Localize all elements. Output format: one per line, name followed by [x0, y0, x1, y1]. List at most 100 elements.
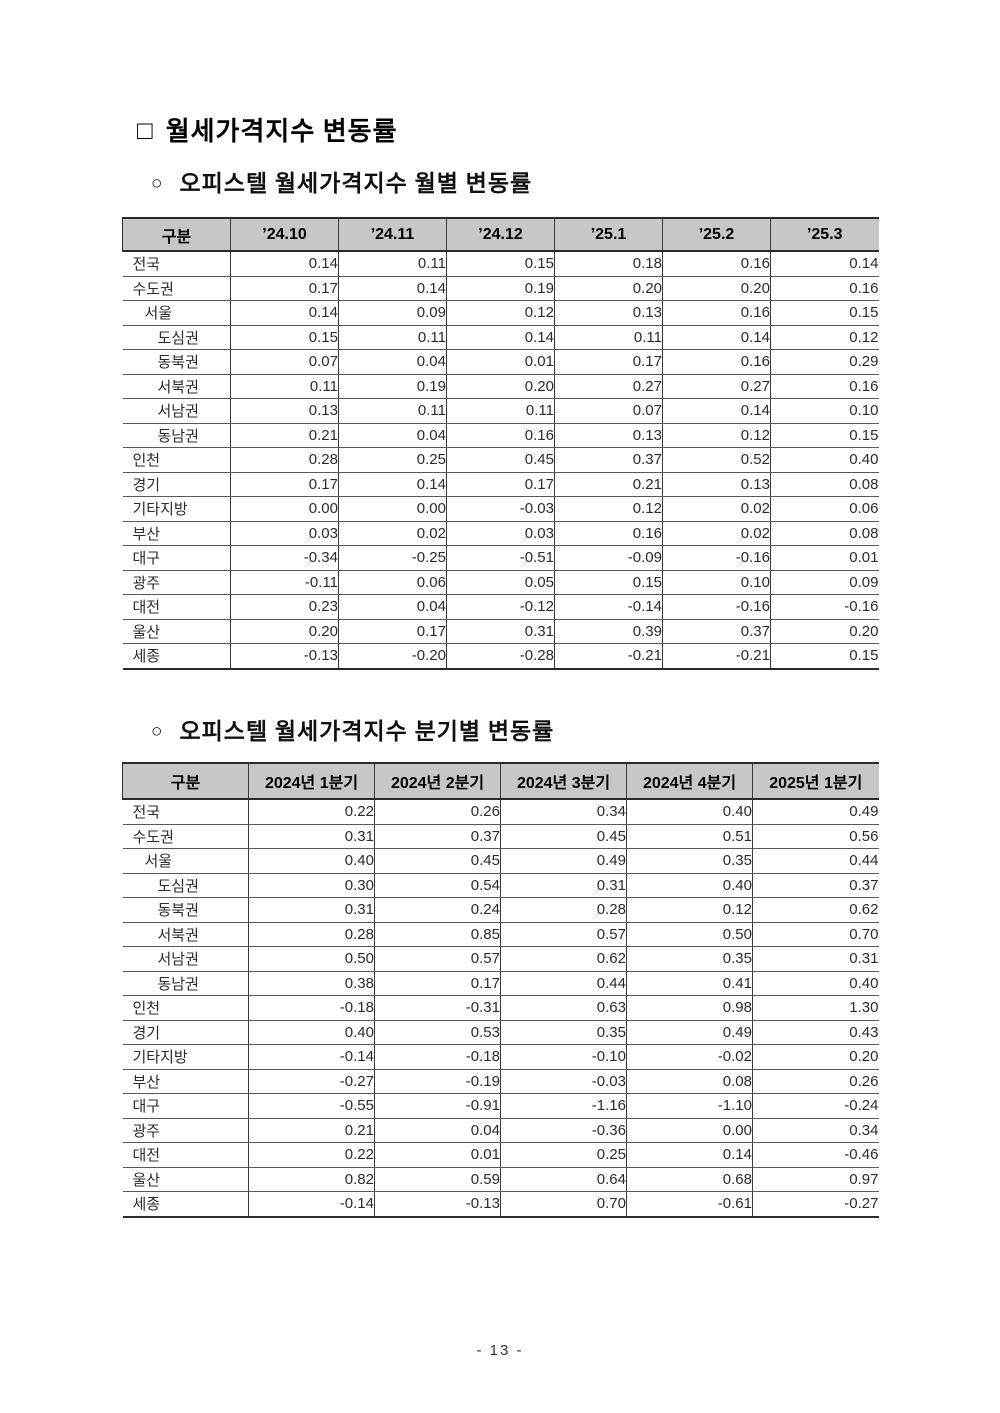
- value-cell: -1.16: [500, 1093, 627, 1119]
- row-label-cell: 울산: [122, 619, 231, 644]
- value-cell: 0.03: [230, 521, 339, 546]
- row-label-cell: 세종: [122, 643, 231, 670]
- header-row: 구분 2024년 1분기 2024년 2분기 2024년 3분기 2024년 4분기 20…: [122, 762, 879, 800]
- section-heading-text: 오피스텔 월세가격지수 월별 변동률: [179, 171, 533, 196]
- value-cell: 0.54: [374, 873, 501, 898]
- value-cell: 0.08: [770, 521, 879, 546]
- row-label-cell: 울산: [122, 1167, 249, 1192]
- header-row: 구분 ’24.10’24.11’24.12’25.1’25.2’25.3: [122, 217, 879, 252]
- value-cell: 0.13: [662, 472, 771, 497]
- value-cell: 0.15: [446, 251, 555, 277]
- value-cell: 0.12: [770, 325, 879, 350]
- value-cell: 0.07: [230, 349, 339, 375]
- section-heading-monthly: ○ 오피스텔 월세가격지수 월별 변동률: [151, 164, 532, 198]
- value-cell: 0.17: [554, 349, 663, 375]
- value-cell: 0.01: [770, 545, 879, 571]
- value-cell: 0.20: [662, 276, 771, 301]
- doc-title-text: 월세가격지수 변동률: [165, 117, 398, 146]
- value-cell: 0.21: [554, 472, 663, 497]
- value-cell: 0.16: [446, 423, 555, 448]
- value-cell: 0.49: [500, 848, 627, 874]
- value-cell: 0.82: [248, 1167, 375, 1192]
- value-cell: 0.12: [554, 496, 663, 522]
- value-cell: 0.19: [338, 374, 447, 399]
- value-cell: 0.08: [770, 472, 879, 497]
- monthly-change-table: 구분 ’24.10’24.11’24.12’25.1’25.2’25.3 전국 0.1…: [122, 217, 879, 670]
- value-cell: -0.03: [446, 496, 555, 522]
- value-cell: 0.97: [752, 1167, 879, 1192]
- table-row: 부산 0.03 0.02 0.03 0.16 0.02 0.08: [122, 521, 879, 546]
- value-cell: 0.07: [554, 398, 663, 424]
- value-cell: 0.15: [554, 570, 663, 595]
- value-cell: 0.06: [770, 496, 879, 522]
- value-cell: -0.18: [374, 1044, 501, 1070]
- value-cell: 0.15: [770, 643, 879, 670]
- row-label-cell: 인천: [122, 995, 249, 1021]
- table-row: 수도권 0.31 0.37 0.45 0.51 0.56: [122, 824, 879, 849]
- row-label-cell: 수도권: [122, 824, 249, 849]
- value-cell: 0.18: [554, 251, 663, 277]
- table-row: 서북권 0.11 0.19 0.20 0.27 0.27 0.16: [122, 374, 879, 399]
- value-cell: 0.00: [626, 1118, 753, 1143]
- page-number: - 13 -: [476, 1342, 524, 1359]
- value-cell: 0.27: [662, 374, 771, 399]
- row-label-cell: 인천: [122, 447, 231, 473]
- value-cell: 0.20: [446, 374, 555, 399]
- value-cell: 0.15: [230, 325, 339, 350]
- value-cell: -1.10: [626, 1093, 753, 1119]
- value-cell: 0.40: [770, 447, 879, 473]
- table-row: 서북권 0.28 0.85 0.57 0.50 0.70: [122, 922, 879, 947]
- row-label-cell: 세종: [122, 1191, 249, 1218]
- value-cell: 0.16: [770, 276, 879, 301]
- value-cell: 0.57: [500, 922, 627, 947]
- value-cell: 0.16: [554, 521, 663, 546]
- value-cell: 0.16: [662, 251, 771, 277]
- value-cell: 0.85: [374, 922, 501, 947]
- square-bullet-icon: □: [137, 116, 154, 145]
- value-cell: 0.37: [662, 619, 771, 644]
- value-cell: 0.05: [446, 570, 555, 595]
- table-row: 울산 0.20 0.17 0.31 0.39 0.37 0.20: [122, 619, 879, 644]
- value-cell: 0.62: [500, 946, 627, 972]
- value-cell: 0.14: [770, 251, 879, 277]
- value-cell: 0.08: [626, 1069, 753, 1094]
- value-cell: 0.70: [500, 1191, 627, 1218]
- value-cell: 0.16: [662, 349, 771, 375]
- value-cell: 0.37: [554, 447, 663, 473]
- value-cell: 0.43: [752, 1020, 879, 1045]
- table-row: 전국 0.14 0.11 0.15 0.18 0.16 0.14: [122, 251, 879, 277]
- value-cell: 0.11: [338, 251, 447, 277]
- value-cell: 0.37: [752, 873, 879, 898]
- value-cell: 0.40: [626, 799, 753, 825]
- value-cell: -0.91: [374, 1093, 501, 1119]
- value-cell: -0.14: [248, 1191, 375, 1218]
- value-cell: 0.39: [554, 619, 663, 644]
- value-cell: 0.40: [248, 848, 375, 874]
- value-cell: 0.31: [446, 619, 555, 644]
- value-cell: 0.10: [770, 398, 879, 424]
- value-cell: 0.16: [770, 374, 879, 399]
- row-label-cell: 전국: [122, 799, 249, 825]
- value-cell: 0.14: [230, 251, 339, 277]
- table-row: 광주 -0.11 0.06 0.05 0.15 0.10 0.09: [122, 570, 879, 595]
- row-label-cell: 대전: [122, 594, 231, 620]
- value-cell: 0.62: [752, 897, 879, 923]
- value-cell: 0.21: [248, 1118, 375, 1143]
- value-cell: 0.38: [248, 971, 375, 996]
- value-cell: 0.52: [662, 447, 771, 473]
- value-cell: -0.14: [554, 594, 663, 620]
- value-cell: 0.04: [374, 1118, 501, 1143]
- value-cell: 0.37: [374, 824, 501, 849]
- row-label-cell: 기타지방: [122, 496, 231, 522]
- value-cell: 0.22: [248, 1142, 375, 1168]
- value-cell: 0.50: [248, 946, 375, 972]
- value-cell: 0.14: [626, 1142, 753, 1168]
- value-cell: 0.30: [248, 873, 375, 898]
- row-label-cell: 서남권: [122, 398, 231, 424]
- value-cell: 0.35: [626, 848, 753, 874]
- value-cell: 0.68: [626, 1167, 753, 1192]
- value-cell: 0.31: [500, 873, 627, 898]
- row-label-cell: 서울: [122, 848, 249, 874]
- row-label-cell: 서울: [122, 300, 231, 326]
- column-header-cell: 구분: [122, 217, 231, 252]
